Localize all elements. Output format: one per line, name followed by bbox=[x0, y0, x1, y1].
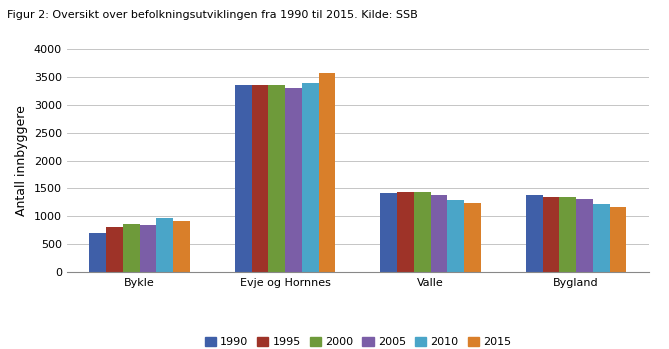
Bar bbox=[543, 197, 559, 272]
Bar bbox=[397, 192, 414, 272]
Bar bbox=[559, 198, 576, 272]
Bar bbox=[268, 86, 285, 272]
Bar bbox=[318, 73, 335, 272]
Bar bbox=[526, 195, 543, 272]
Bar bbox=[235, 84, 252, 272]
Bar bbox=[90, 233, 106, 272]
Bar bbox=[157, 218, 173, 272]
Bar bbox=[609, 207, 626, 272]
Bar bbox=[302, 83, 318, 272]
Bar bbox=[381, 193, 397, 272]
Text: Figur 2: Oversikt over befolkningsutviklingen fra 1990 til 2015. Kilde: SSB: Figur 2: Oversikt over befolkningsutvikl… bbox=[7, 10, 417, 21]
Bar bbox=[414, 192, 431, 272]
Bar bbox=[593, 205, 609, 272]
Bar bbox=[464, 203, 481, 272]
Bar bbox=[448, 200, 464, 272]
Bar bbox=[576, 199, 593, 272]
Bar bbox=[106, 227, 123, 272]
Bar bbox=[123, 224, 140, 272]
Bar bbox=[173, 221, 190, 272]
Bar bbox=[252, 84, 268, 272]
Bar bbox=[285, 88, 302, 272]
Legend: 1990, 1995, 2000, 2005, 2010, 2015: 1990, 1995, 2000, 2005, 2010, 2015 bbox=[200, 332, 516, 349]
Bar bbox=[140, 225, 157, 272]
Y-axis label: Antall innbyggere: Antall innbyggere bbox=[15, 105, 28, 216]
Bar bbox=[431, 195, 448, 272]
